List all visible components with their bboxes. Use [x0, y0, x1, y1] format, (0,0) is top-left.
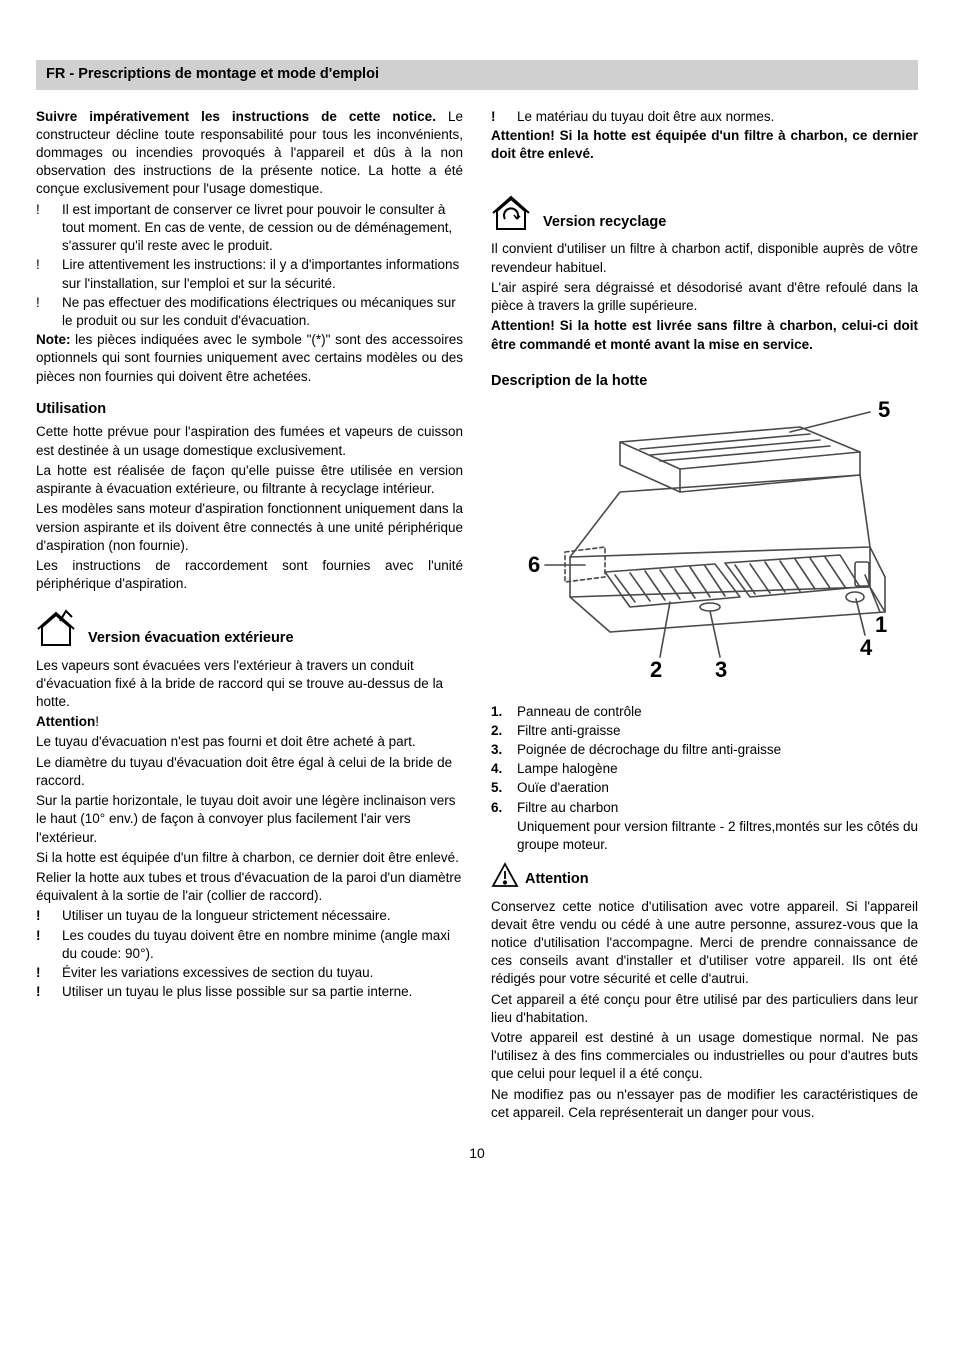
legend-num: 6. — [491, 799, 517, 817]
list-item: ! Lire attentivement les instructions: i… — [36, 256, 463, 292]
diagram-label-1: 1 — [875, 612, 887, 637]
utilisation-p2: La hotte est réalisée de façon qu'elle p… — [36, 462, 463, 498]
bullet-mark: ! — [491, 108, 517, 126]
header-text: FR - Prescriptions de montage et mode d'… — [46, 66, 379, 82]
list-item: ! Utiliser un tuyau de la longueur stric… — [36, 907, 463, 925]
attention-heading: Attention — [525, 870, 589, 890]
attention-line: Attention! — [36, 713, 463, 731]
evac-p1: Les vapeurs sont évacuées vers l'extérie… — [36, 657, 463, 712]
bullet-text: Lire attentivement les instructions: il … — [62, 256, 463, 292]
note-label: Note: — [36, 332, 71, 347]
bullet-text: Il est important de conserver ce livret … — [62, 201, 463, 256]
two-column-layout: Suivre impérativement les instructions d… — [36, 108, 918, 1125]
diagram-label-6: 6 — [528, 552, 540, 577]
note-text: les pièces indiquées avec le symbole "(*… — [36, 332, 463, 383]
evac-heading-row: Version évacuation extérieure — [36, 607, 463, 652]
attention-bang: ! — [95, 714, 99, 729]
attn-p1: Le tuyau d'évacuation n'est pas fourni e… — [36, 733, 463, 751]
hood-diagram: 5 6 1 4 3 2 — [510, 397, 900, 692]
legend-text: Filtre anti-graisse — [517, 722, 918, 740]
recy-p1: Il convient d'utiliser un filtre à charb… — [491, 240, 918, 276]
utilisation-p1: Cette hotte prévue pour l'aspiration des… — [36, 423, 463, 459]
intro-bold: Suivre impérativement les instructions d… — [36, 109, 436, 124]
bullet-mark: ! — [36, 294, 62, 330]
recycle-house-icon — [491, 191, 537, 236]
legend-item: 1. Panneau de contrôle — [491, 703, 918, 721]
list-item: ! Éviter les variations excessives de se… — [36, 964, 463, 982]
legend-text: Poignée de décrochage du filtre anti-gra… — [517, 741, 918, 759]
list-item: ! Ne pas effectuer des modifications éle… — [36, 294, 463, 330]
warning-triangle-icon — [491, 862, 519, 893]
bullet-text: Utiliser un tuyau le plus lisse possible… — [62, 983, 463, 1001]
attn2-p4: Ne modifiez pas ou n'essayer pas de modi… — [491, 1086, 918, 1122]
top-bold-note: Attention! Si la hotte est équipée d'un … — [491, 127, 918, 163]
legend-num: 1. — [491, 703, 517, 721]
bullet-text: Éviter les variations excessives de sect… — [62, 964, 463, 982]
intro-warning-list: ! Il est important de conserver ce livre… — [36, 201, 463, 331]
legend-extra: Uniquement pour version filtrante - 2 fi… — [491, 818, 918, 854]
list-item: ! Il est important de conserver ce livre… — [36, 201, 463, 256]
bullet-text: Ne pas effectuer des modifications élect… — [62, 294, 463, 330]
legend-item: 5. Ouïe d'aeration — [491, 779, 918, 797]
recy-heading: Version recyclage — [543, 213, 666, 233]
evac-heading: Version évacuation extérieure — [88, 629, 294, 649]
bullet-text: Les coudes du tuyau doivent être en nomb… — [62, 927, 463, 963]
bullet-mark: ! — [36, 201, 62, 256]
legend-list: 1. Panneau de contrôle 2. Filtre anti-gr… — [491, 703, 918, 817]
diagram-label-5: 5 — [878, 397, 890, 422]
diagram-label-4: 4 — [860, 635, 873, 660]
legend-item: 4. Lampe halogène — [491, 760, 918, 778]
house-arrow-icon — [36, 607, 82, 652]
hood-diagram-svg: 5 6 1 4 3 2 — [510, 397, 900, 687]
legend-text: Filtre au charbon — [517, 799, 918, 817]
attn2-p1: Conservez cette notice d'utilisation ave… — [491, 898, 918, 989]
legend-num: 5. — [491, 779, 517, 797]
utilisation-p3: Les modèles sans moteur d'aspiration fon… — [36, 500, 463, 555]
recy-heading-row: Version recyclage — [491, 191, 918, 236]
legend-num: 4. — [491, 760, 517, 778]
recy-bold: Attention! Si la hotte est livrée sans f… — [491, 317, 918, 353]
list-item: ! Le matériau du tuyau doit être aux nor… — [491, 108, 918, 126]
bullet-text: Le matériau du tuyau doit être aux norme… — [517, 108, 918, 126]
legend-item: 2. Filtre anti-graisse — [491, 722, 918, 740]
attn2-p3: Votre appareil est destiné à un usage do… — [491, 1029, 918, 1084]
right-column: ! Le matériau du tuyau doit être aux nor… — [491, 108, 918, 1125]
attn2-p2: Cet appareil a été conçu pour être utili… — [491, 991, 918, 1027]
legend-item: 3. Poignée de décrochage du filtre anti-… — [491, 741, 918, 759]
utilisation-p4: Les instructions de raccordement sont fo… — [36, 557, 463, 593]
legend-text: Lampe halogène — [517, 760, 918, 778]
recy-p2: L'air aspiré sera dégraissé et désodoris… — [491, 279, 918, 315]
legend-num: 3. — [491, 741, 517, 759]
legend-num: 2. — [491, 722, 517, 740]
attn-p5: Relier la hotte aux tubes et trous d'éva… — [36, 869, 463, 905]
bullet-mark: ! — [36, 964, 62, 982]
page-number: 10 — [36, 1144, 918, 1163]
bullet-mark: ! — [36, 927, 62, 963]
legend-text: Ouïe d'aeration — [517, 779, 918, 797]
legend-text: Panneau de contrôle — [517, 703, 918, 721]
diagram-label-2: 2 — [650, 657, 662, 682]
note-paragraph: Note: les pièces indiquées avec le symbo… — [36, 331, 463, 386]
list-item: ! Utiliser un tuyau le plus lisse possib… — [36, 983, 463, 1001]
attention-label: Attention — [36, 714, 95, 729]
desc-heading: Description de la hotte — [491, 372, 918, 392]
legend-item: 6. Filtre au charbon — [491, 799, 918, 817]
intro-paragraph: Suivre impérativement les instructions d… — [36, 108, 463, 199]
bullet-mark: ! — [36, 907, 62, 925]
evac-bullet-list: ! Utiliser un tuyau de la longueur stric… — [36, 907, 463, 1001]
utilisation-heading: Utilisation — [36, 400, 463, 420]
attn-p4: Si la hotte est équipée d'un filtre à ch… — [36, 849, 463, 867]
bullet-mark: ! — [36, 256, 62, 292]
bullet-mark: ! — [36, 983, 62, 1001]
list-item: ! Les coudes du tuyau doivent être en no… — [36, 927, 463, 963]
bullet-text: Utiliser un tuyau de la longueur stricte… — [62, 907, 463, 925]
top-bullet-list: ! Le matériau du tuyau doit être aux nor… — [491, 108, 918, 126]
left-column: Suivre impérativement les instructions d… — [36, 108, 463, 1125]
attention-heading-row: Attention — [491, 862, 918, 893]
attn-p2: Le diamètre du tuyau d'évacuation doit ê… — [36, 754, 463, 790]
diagram-label-3: 3 — [715, 657, 727, 682]
header-bar: FR - Prescriptions de montage et mode d'… — [36, 60, 918, 90]
attn-p3: Sur la partie horizontale, le tuyau doit… — [36, 792, 463, 847]
